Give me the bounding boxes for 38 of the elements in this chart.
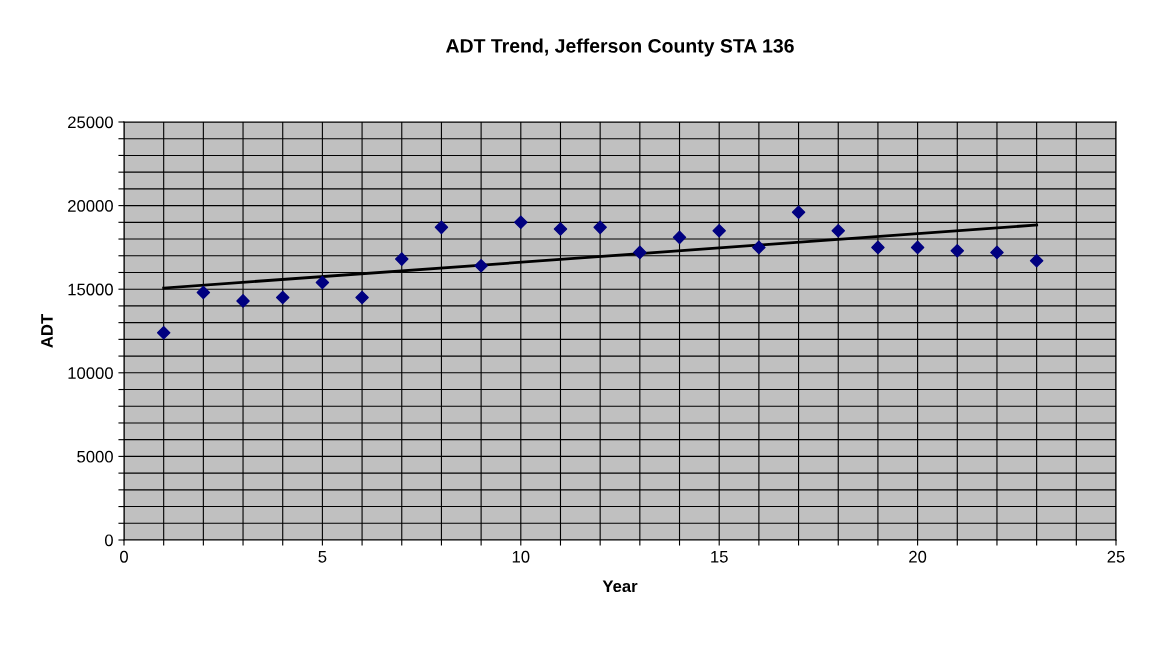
point: [791, 205, 806, 220]
point: [196, 285, 211, 300]
y-tick-label: 25000: [68, 116, 113, 129]
x-tick-label: 5: [318, 551, 327, 563]
x-axis-title: Year: [602, 580, 638, 593]
x-tick-label: 20: [909, 550, 927, 563]
y-tick-label: 10000: [68, 367, 113, 379]
point: [474, 259, 488, 273]
point: [712, 223, 726, 238]
point: [553, 222, 568, 236]
point: [752, 240, 766, 255]
y-axis-title: ADT: [41, 314, 53, 348]
x-tick-label: 0: [120, 550, 128, 563]
y-tick-label: 15000: [68, 283, 113, 296]
x-tick-label: 10: [512, 550, 530, 563]
point: [633, 245, 647, 260]
point: [950, 243, 965, 258]
y-tick-label: 0: [104, 534, 113, 547]
point: [434, 220, 449, 235]
point: [672, 230, 687, 245]
point: [990, 245, 1004, 260]
point: [315, 275, 330, 290]
point: [593, 220, 607, 235]
point: [156, 325, 171, 340]
point: [275, 290, 290, 305]
point: [831, 223, 845, 238]
point: [355, 290, 369, 305]
point: [514, 215, 528, 230]
point: [871, 240, 885, 255]
point: [236, 294, 250, 308]
point: [910, 240, 925, 255]
y-tick-label: 5000: [77, 450, 113, 463]
x-tick-label: 15: [711, 551, 728, 563]
y-tick-label: 20000: [68, 200, 113, 212]
x-tick-label: 25: [1107, 550, 1125, 563]
point: [395, 252, 409, 266]
chart-title: ADT Trend, Jefferson County STA 136: [446, 38, 794, 57]
point: [1029, 254, 1044, 268]
